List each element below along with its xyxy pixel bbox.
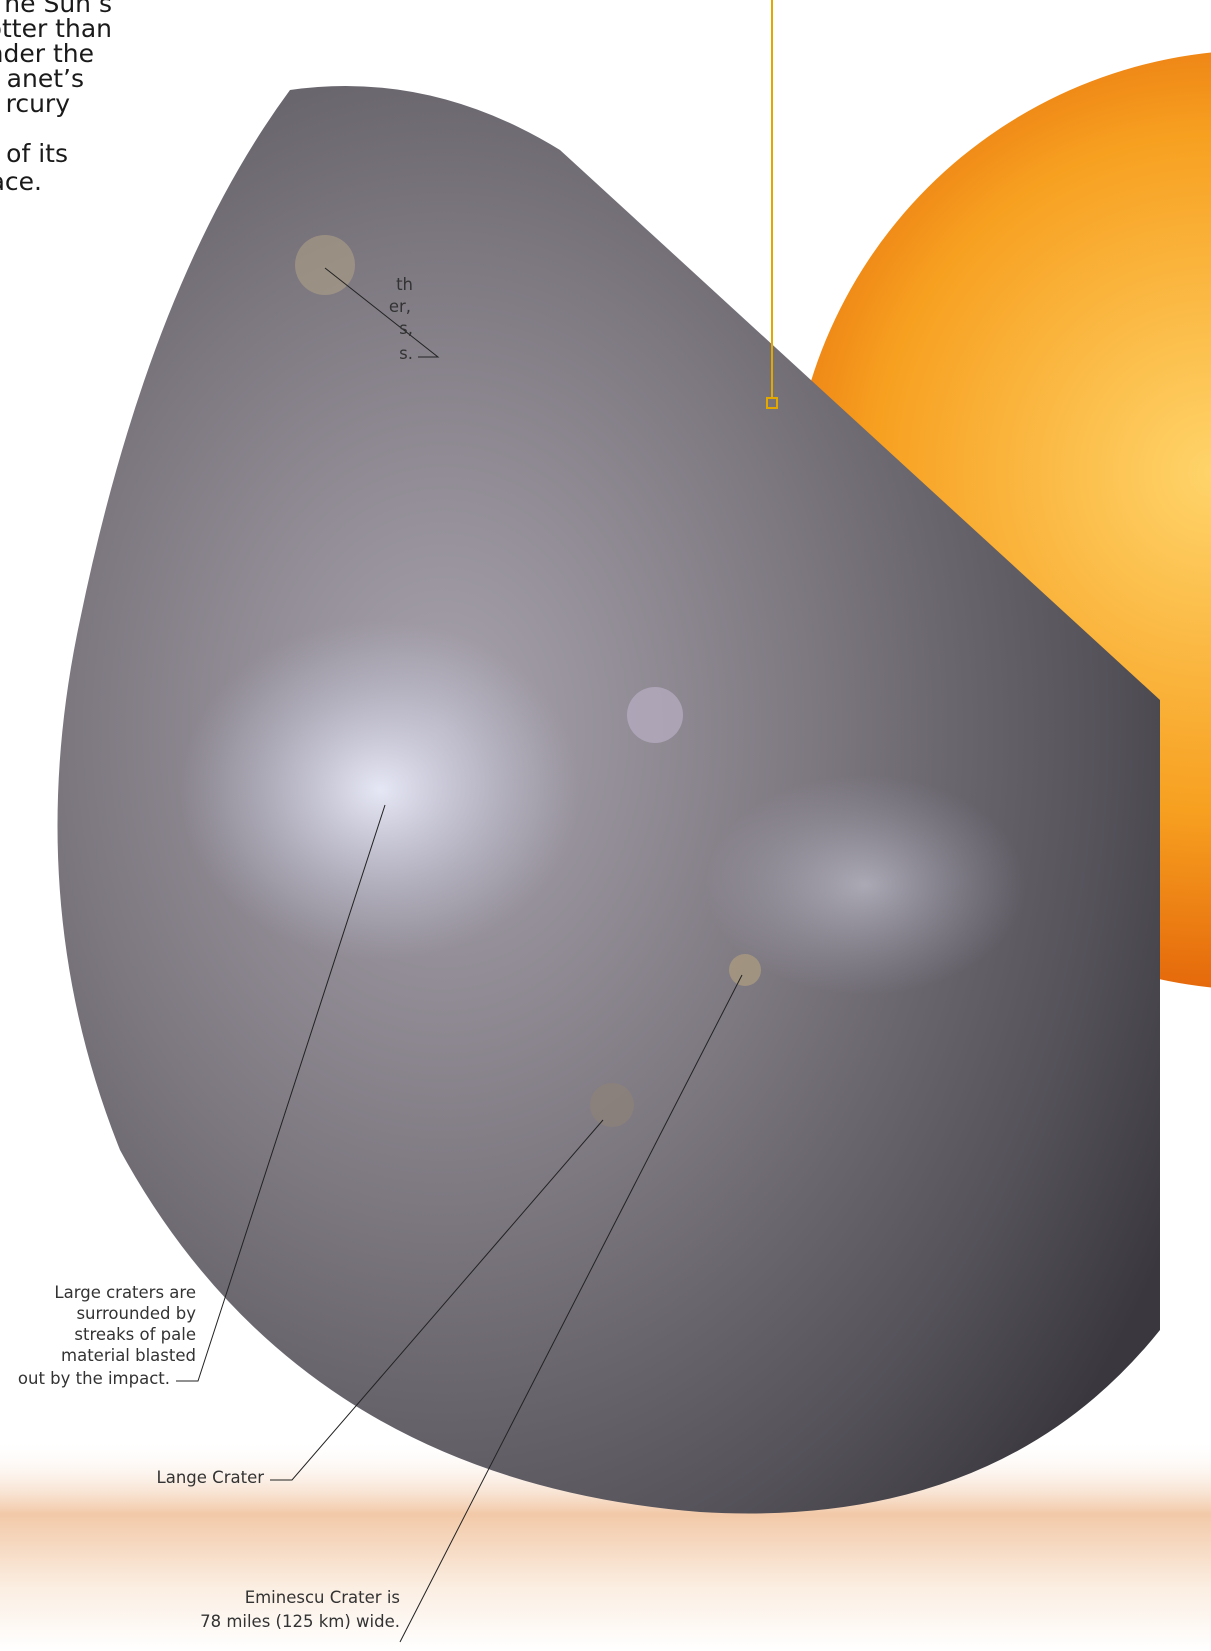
text-line: material blasted xyxy=(61,1346,196,1365)
ray-crater xyxy=(705,775,1025,995)
text-line: surrounded by xyxy=(76,1304,196,1323)
text-line: streaks of pale xyxy=(74,1325,196,1344)
text-line: anet’s xyxy=(7,64,84,93)
text-line: rcury xyxy=(6,89,71,118)
leader-line xyxy=(176,804,386,1382)
crater xyxy=(627,687,683,743)
text-line: s. xyxy=(399,344,413,363)
text-line: 78 miles (125 km) wide. xyxy=(200,1612,400,1631)
leader-marker xyxy=(766,397,778,409)
callout: th er, s, s. xyxy=(389,275,413,363)
text-line: s, xyxy=(399,319,413,338)
text-line: out by the impact. xyxy=(18,1369,170,1388)
text-line: ace. xyxy=(0,167,42,196)
text-line: Large craters are xyxy=(54,1283,196,1302)
ray-crater xyxy=(180,620,580,960)
mercury xyxy=(57,86,1160,1514)
text-line: er, xyxy=(389,297,411,316)
text-line: otter than xyxy=(0,14,112,43)
crater xyxy=(729,954,761,986)
leader-line xyxy=(324,267,440,358)
text-line: he Sun’s xyxy=(4,0,112,18)
crater xyxy=(295,235,355,295)
callout: Eminescu Crater is 78 miles (125 km) wid… xyxy=(200,1588,400,1631)
text-line: th xyxy=(396,275,413,294)
text-line: Eminescu Crater is xyxy=(245,1588,400,1607)
text-line: Lange Crater xyxy=(157,1468,265,1487)
leader-line xyxy=(399,974,743,1643)
crater xyxy=(590,1083,634,1127)
text-line: of its xyxy=(6,139,68,168)
callout: Lange Crater xyxy=(157,1468,265,1487)
leader-line xyxy=(270,1119,604,1481)
callout: Large craters are surrounded by streaks … xyxy=(18,1283,196,1388)
